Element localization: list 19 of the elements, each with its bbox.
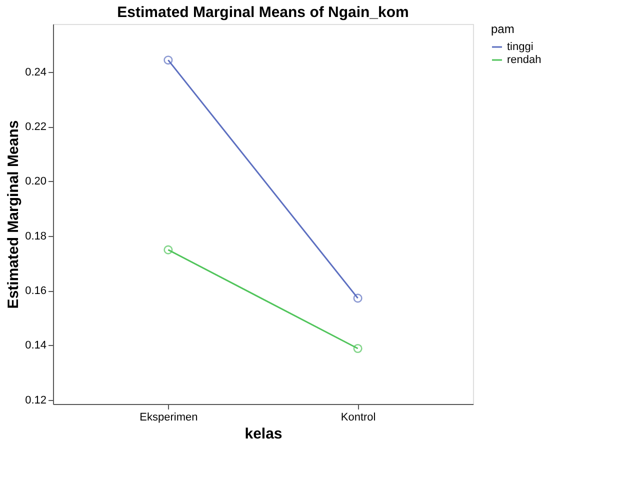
y-tick-label: 0.20 (25, 176, 46, 188)
y-axis-title: Estimated Marginal Means (5, 120, 22, 309)
point (164, 245, 173, 254)
point (164, 56, 173, 65)
y-tick-label: 0.12 (25, 394, 46, 406)
y-tick-label: 0.18 (25, 230, 46, 242)
y-tick-label: 0.24 (25, 66, 46, 78)
y-tick-label: 0.16 (25, 285, 46, 298)
x-tick-label: Kontrol (340, 412, 376, 424)
y-tick-label: 0.14 (25, 340, 46, 352)
chart-title: Estimated Marginal Means of Ngain_kom (117, 4, 409, 21)
point (353, 344, 362, 354)
y-tick-label: 0.22 (25, 121, 46, 134)
legend-label: rendah (507, 54, 542, 66)
point (353, 294, 362, 303)
x-axis-title: kelas (244, 426, 282, 442)
legend-label: tinggi (507, 41, 534, 53)
x-tick-label: Eksperimen (140, 412, 198, 424)
legend-title: pam (491, 22, 514, 36)
